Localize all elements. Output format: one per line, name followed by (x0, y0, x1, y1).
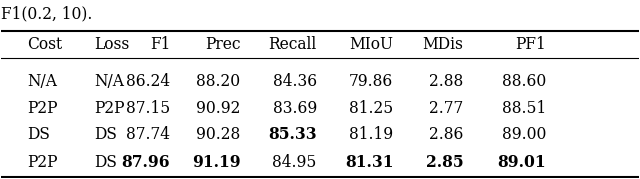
Text: 81.25: 81.25 (349, 100, 394, 117)
Text: Recall: Recall (269, 36, 317, 53)
Text: 87.74: 87.74 (126, 126, 170, 143)
Text: DS: DS (94, 154, 116, 171)
Text: 89.00: 89.00 (502, 126, 546, 143)
Text: Cost: Cost (27, 36, 62, 53)
Text: 88.51: 88.51 (502, 100, 546, 117)
Text: PF1: PF1 (515, 36, 546, 53)
Text: 87.15: 87.15 (126, 100, 170, 117)
Text: Prec: Prec (205, 36, 241, 53)
Text: 79.86: 79.86 (349, 73, 394, 90)
Text: P2P: P2P (94, 100, 124, 117)
Text: 81.19: 81.19 (349, 126, 394, 143)
Text: 88.60: 88.60 (502, 73, 546, 90)
Text: 83.69: 83.69 (273, 100, 317, 117)
Text: 84.95: 84.95 (273, 154, 317, 171)
Text: 91.19: 91.19 (192, 154, 241, 171)
Text: 2.88: 2.88 (429, 73, 463, 90)
Text: 84.36: 84.36 (273, 73, 317, 90)
Text: MDis: MDis (422, 36, 463, 53)
Text: DS: DS (94, 126, 116, 143)
Text: 90.28: 90.28 (196, 126, 241, 143)
Text: 89.01: 89.01 (497, 154, 546, 171)
Text: 87.96: 87.96 (122, 154, 170, 171)
Text: DS: DS (27, 126, 50, 143)
Text: F1: F1 (150, 36, 170, 53)
Text: N/A: N/A (94, 73, 124, 90)
Text: 90.92: 90.92 (196, 100, 241, 117)
Text: 88.20: 88.20 (196, 73, 241, 90)
Text: 85.33: 85.33 (268, 126, 317, 143)
Text: P2P: P2P (27, 100, 58, 117)
Text: 2.86: 2.86 (429, 126, 463, 143)
Text: 2.77: 2.77 (429, 100, 463, 117)
Text: 86.24: 86.24 (126, 73, 170, 90)
Text: F1(0.2, 10).: F1(0.2, 10). (1, 5, 93, 22)
Text: 2.85: 2.85 (426, 154, 463, 171)
Text: MIoU: MIoU (349, 36, 394, 53)
Text: P2P: P2P (27, 154, 58, 171)
Text: 81.31: 81.31 (345, 154, 394, 171)
Text: Loss: Loss (94, 36, 129, 53)
Text: N/A: N/A (27, 73, 57, 90)
